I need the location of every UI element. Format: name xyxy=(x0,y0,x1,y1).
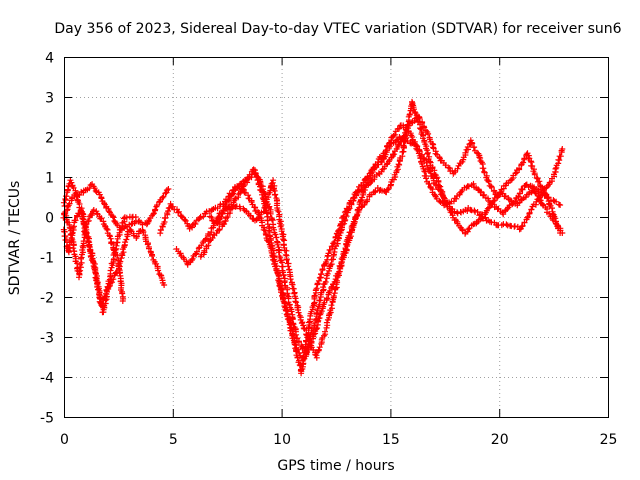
y-tick-label: -3 xyxy=(40,331,54,347)
data-point-markers xyxy=(197,98,566,361)
y-tick-label: -2 xyxy=(40,291,54,307)
y-tick-label: 0 xyxy=(45,211,54,227)
x-tick-label: 0 xyxy=(60,432,69,448)
x-tick-label: 20 xyxy=(491,432,509,448)
chart-title: Day 356 of 2023, Sidereal Day-to-day VTE… xyxy=(54,21,621,37)
data-point-markers xyxy=(206,134,566,364)
plot-frame xyxy=(64,57,609,418)
series-track-8 xyxy=(206,134,566,364)
series-track-3 xyxy=(60,205,139,316)
data-point-markers xyxy=(157,122,564,377)
data-point-markers xyxy=(60,205,139,316)
x-tick-label: 25 xyxy=(600,432,618,448)
x-tick-label: 5 xyxy=(169,432,178,448)
series-track-5 xyxy=(157,122,564,377)
series-track-6 xyxy=(173,113,564,356)
series-track-7 xyxy=(197,98,566,361)
y-tick-label: -5 xyxy=(40,411,54,427)
x-tick-label: 15 xyxy=(382,432,400,448)
y-tick-label: 1 xyxy=(45,171,54,187)
data-layer xyxy=(60,98,566,377)
y-tick-label: 2 xyxy=(45,131,54,147)
data-point-markers xyxy=(173,113,564,356)
x-tick-label: 10 xyxy=(273,432,291,448)
y-tick-label: -1 xyxy=(40,251,54,267)
y-tick-label: 3 xyxy=(45,91,54,107)
x-axis-label: GPS time / hours xyxy=(277,458,394,474)
y-tick-label: 4 xyxy=(45,51,54,67)
y-axis-label: SDTVAR / TECUs xyxy=(7,181,23,296)
y-tick-label: -4 xyxy=(40,371,54,387)
